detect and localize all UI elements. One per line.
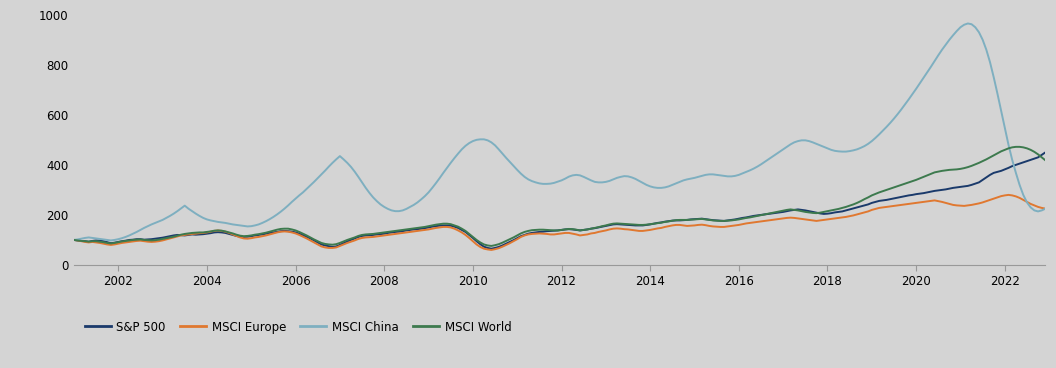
S&P 500: [489, 246, 502, 250]
MSCI World: [93, 240, 106, 244]
MSCI World: [385, 229, 398, 234]
S&P 500: [433, 223, 446, 228]
MSCI World: [485, 244, 497, 248]
Line: MSCI China: MSCI China: [74, 24, 1045, 240]
S&P 500: [93, 238, 106, 243]
Line: MSCI World: MSCI World: [74, 147, 1045, 246]
MSCI Europe: [433, 225, 446, 230]
MSCI China: [625, 175, 638, 180]
S&P 500: [485, 247, 497, 251]
MSCI Europe: [485, 248, 497, 252]
S&P 500: [68, 238, 80, 242]
Line: S&P 500: S&P 500: [74, 152, 1045, 249]
MSCI World: [68, 238, 80, 242]
MSCI China: [1039, 206, 1052, 211]
MSCI China: [93, 237, 106, 241]
Line: MSCI Europe: MSCI Europe: [74, 195, 1045, 250]
S&P 500: [385, 230, 398, 235]
MSCI Europe: [1002, 193, 1015, 197]
MSCI Europe: [625, 228, 638, 232]
MSCI China: [389, 209, 401, 213]
MSCI World: [489, 243, 502, 247]
MSCI World: [1039, 158, 1052, 163]
MSCI China: [489, 143, 502, 148]
MSCI China: [437, 171, 450, 175]
MSCI Europe: [489, 247, 502, 251]
S&P 500: [1039, 150, 1052, 155]
MSCI China: [681, 177, 694, 181]
MSCI China: [962, 21, 975, 26]
Legend: S&P 500, MSCI Europe, MSCI China, MSCI World: S&P 500, MSCI Europe, MSCI China, MSCI W…: [80, 316, 516, 338]
S&P 500: [625, 223, 638, 227]
MSCI Europe: [681, 224, 694, 228]
MSCI China: [105, 238, 117, 243]
MSCI World: [681, 218, 694, 222]
MSCI Europe: [385, 232, 398, 237]
MSCI World: [625, 222, 638, 227]
MSCI Europe: [1039, 206, 1052, 211]
MSCI Europe: [93, 241, 106, 245]
MSCI World: [1010, 145, 1022, 149]
MSCI Europe: [68, 238, 80, 242]
MSCI World: [433, 222, 446, 226]
S&P 500: [681, 218, 694, 222]
MSCI China: [68, 238, 80, 242]
